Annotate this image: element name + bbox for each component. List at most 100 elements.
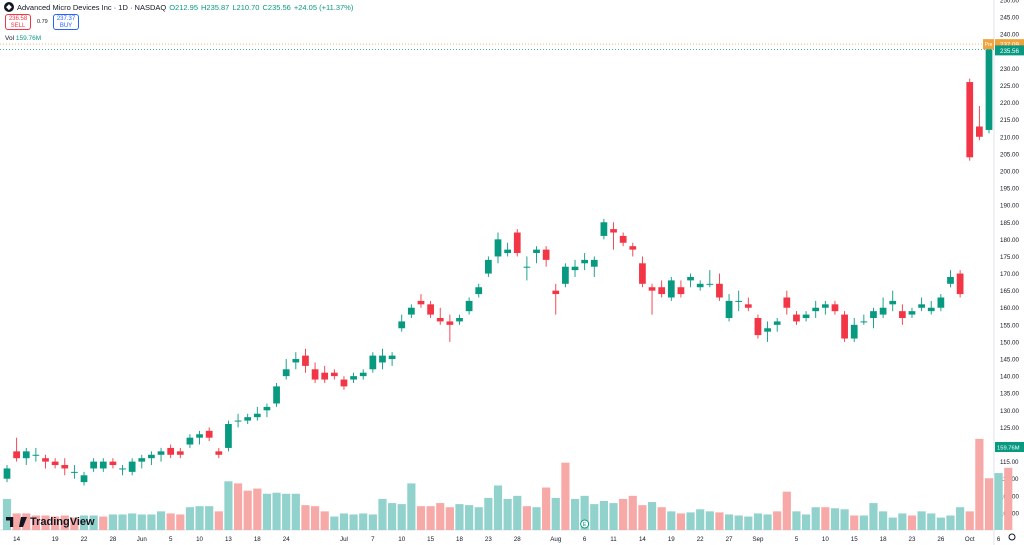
volume-legend[interactable]: Vol 159.76M bbox=[5, 35, 41, 42]
candle-body bbox=[22, 451, 30, 459]
volume-bar bbox=[243, 490, 252, 530]
volume-bar bbox=[994, 473, 1003, 530]
volume-bar bbox=[195, 506, 204, 530]
earnings-marker-icon bbox=[580, 519, 590, 529]
volume-bar bbox=[590, 504, 599, 530]
volume-bar bbox=[647, 502, 657, 530]
candle-body bbox=[350, 376, 357, 380]
y-tick-label: 170.00 bbox=[1000, 271, 1019, 278]
x-tick-label: 14 bbox=[13, 536, 20, 543]
buy-price: 237.37 bbox=[56, 16, 76, 22]
x-tick-label: 26 bbox=[937, 536, 944, 543]
volume-legend-value: 159.76M bbox=[15, 35, 42, 42]
candle-body bbox=[234, 420, 242, 422]
candle-body bbox=[148, 454, 155, 459]
x-tick-label: 19 bbox=[52, 536, 59, 543]
candle-body bbox=[205, 430, 213, 438]
volume-bar bbox=[686, 512, 695, 530]
volume-bar bbox=[734, 515, 743, 530]
candle-body bbox=[253, 413, 261, 418]
settings-gear-icon[interactable] bbox=[1008, 533, 1016, 541]
volume-bar bbox=[503, 498, 512, 530]
candle-body bbox=[976, 126, 983, 137]
candle-body bbox=[407, 307, 415, 315]
tradingview-logo[interactable]: TradingView bbox=[6, 516, 95, 528]
volume-bar bbox=[580, 495, 589, 530]
candle-body bbox=[648, 287, 656, 291]
volume-bar bbox=[888, 517, 897, 530]
y-tick-label: 150.00 bbox=[1000, 339, 1019, 346]
candle-body bbox=[889, 300, 897, 305]
y-tick-label: 185.00 bbox=[1000, 220, 1019, 227]
candle-body bbox=[90, 461, 98, 469]
symbol-title[interactable]: Advanced Micro Devices Inc · 1D · NASDAQ bbox=[17, 2, 167, 12]
pre-tag-label: Pre bbox=[985, 42, 993, 48]
volume-bar bbox=[484, 497, 493, 530]
candle-body bbox=[821, 304, 829, 308]
volume-bar bbox=[965, 511, 974, 530]
candle-body bbox=[494, 239, 502, 257]
volume-bar bbox=[1004, 467, 1013, 530]
volume-bar bbox=[310, 506, 320, 530]
volume-bar bbox=[676, 513, 686, 530]
candle-body bbox=[196, 434, 203, 438]
candle-body bbox=[783, 297, 791, 308]
volume-bar bbox=[31, 515, 40, 530]
y-tick-label: 155.00 bbox=[1000, 322, 1019, 329]
y-tick-label: 210.00 bbox=[1000, 134, 1019, 141]
volume-bar bbox=[696, 509, 705, 530]
volume-bar bbox=[609, 503, 618, 530]
x-tick-label: Aug bbox=[550, 536, 562, 543]
volume-bar bbox=[830, 508, 840, 530]
y-tick-label: 190.00 bbox=[1000, 203, 1019, 210]
volume-bar bbox=[301, 505, 310, 530]
candle-body bbox=[552, 290, 560, 295]
y-tick-label: 165.00 bbox=[1000, 288, 1019, 295]
candle-body bbox=[167, 447, 175, 455]
volume-bar bbox=[108, 514, 117, 530]
candle-body bbox=[340, 379, 348, 387]
candle-body bbox=[215, 451, 223, 455]
volume-bar bbox=[262, 493, 272, 530]
candle-body bbox=[427, 304, 434, 315]
x-tick-label: 6 bbox=[997, 536, 1001, 543]
volume-bar bbox=[339, 513, 349, 530]
candle-body bbox=[369, 355, 377, 370]
volume-bar bbox=[89, 515, 98, 530]
candle-body bbox=[523, 266, 531, 268]
candle-body bbox=[225, 424, 232, 448]
volume-bar bbox=[801, 514, 811, 530]
volume-bar bbox=[744, 516, 753, 530]
candle-body bbox=[908, 311, 916, 315]
buy-button[interactable]: 237.37 BUY bbox=[53, 14, 79, 30]
candle-body bbox=[581, 259, 589, 264]
volume-bar bbox=[185, 507, 195, 530]
volume-bar bbox=[792, 511, 801, 530]
sell-label: SELL bbox=[10, 23, 26, 29]
candle-body bbox=[600, 222, 608, 236]
volume-bar bbox=[879, 511, 888, 530]
spread-value: 0.79 bbox=[37, 19, 48, 25]
volume-bar bbox=[821, 507, 830, 530]
y-tick-label: 115.00 bbox=[1000, 459, 1019, 466]
volume-bar bbox=[493, 485, 503, 530]
volume-bar bbox=[397, 504, 406, 530]
candle-body bbox=[119, 468, 126, 470]
volume-bar bbox=[773, 511, 782, 530]
y-tick-label: 145.00 bbox=[1000, 357, 1019, 364]
sell-button[interactable]: 236.58 SELL bbox=[5, 14, 31, 30]
volume-bar bbox=[233, 483, 243, 530]
candle-body bbox=[128, 461, 136, 472]
last-price-label: 235.56 bbox=[1000, 48, 1019, 55]
candle-body bbox=[677, 287, 685, 295]
candle-body bbox=[658, 287, 666, 295]
volume-bar bbox=[551, 497, 560, 530]
volume-bar bbox=[522, 506, 531, 530]
candle-body bbox=[398, 321, 406, 329]
y-tick-label: 225.00 bbox=[1000, 83, 1019, 90]
candle-body bbox=[302, 355, 309, 366]
ohlc-high: H235.87 bbox=[201, 2, 230, 12]
volume-bar bbox=[272, 492, 281, 530]
candle-body bbox=[562, 266, 569, 284]
